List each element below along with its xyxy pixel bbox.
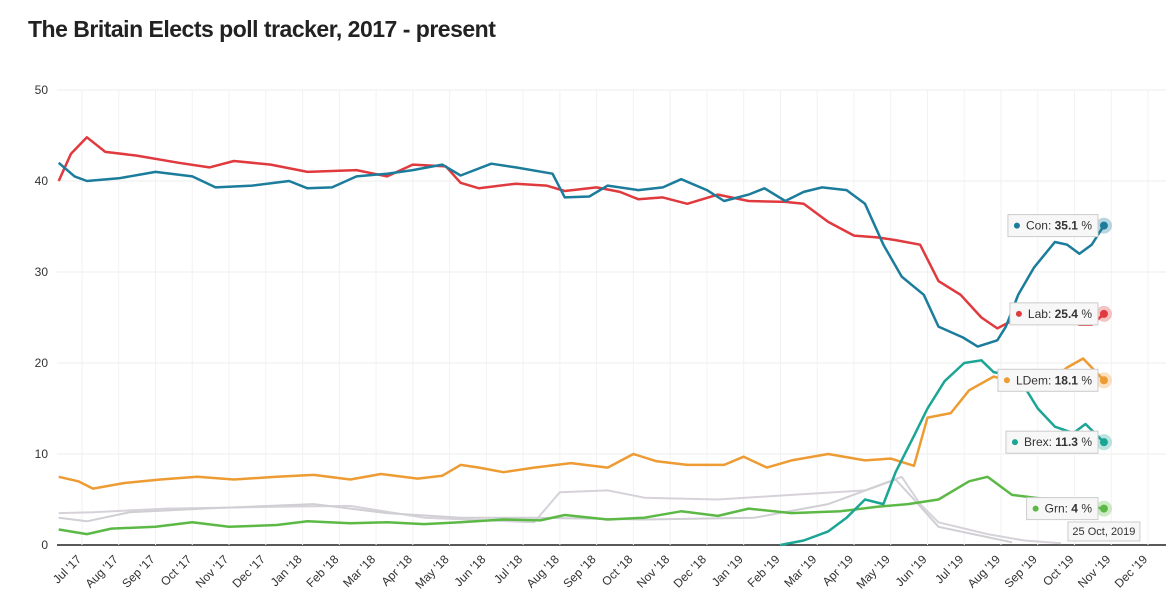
x-tick-label: Dec '18 xyxy=(671,552,710,591)
series-name: LDem: xyxy=(1016,373,1055,387)
x-tick-label: Jan '19 xyxy=(709,552,746,589)
x-tick-label: Apr '19 xyxy=(820,552,857,589)
x-tick-label: May '19 xyxy=(853,552,893,592)
y-tick-label: 20 xyxy=(35,356,49,370)
x-tick-label: Aug '18 xyxy=(524,552,563,591)
series-label-con: Con: 35.1 % xyxy=(1007,214,1099,238)
series-line-con xyxy=(57,161,1105,348)
series-label-grn: Grn: 4 % xyxy=(1026,497,1099,521)
svg-text:Lab: 25.4 %: Lab: 25.4 % xyxy=(1028,307,1092,321)
svg-text:LDem: 18.1 %: LDem: 18.1 % xyxy=(1016,373,1092,387)
series-line-grn xyxy=(58,475,1105,536)
series-line-lab xyxy=(57,136,1105,330)
series-name: Brex: xyxy=(1024,435,1055,449)
unit: % xyxy=(1078,219,1092,233)
series-label-lab: Lab: 25.4 % xyxy=(1009,302,1099,326)
label-box xyxy=(1009,302,1099,326)
legend-dot xyxy=(1015,310,1022,317)
x-tick-label: May '18 xyxy=(412,552,452,592)
x-tick-label: Oct '17 xyxy=(158,552,195,589)
legend-dot xyxy=(1013,222,1020,229)
x-tick-label: Nov '17 xyxy=(193,552,232,591)
series-value: 25.4 xyxy=(1055,307,1079,321)
series-line-other xyxy=(58,478,1013,544)
end-point[interactable] xyxy=(1099,376,1108,385)
x-tick-label: Oct '18 xyxy=(599,552,636,589)
x-tick-label: Aug '19 xyxy=(965,552,1004,591)
x-tick-label: Mar '18 xyxy=(340,552,378,590)
series-name: Lab: xyxy=(1028,307,1055,321)
end-point[interactable] xyxy=(1099,221,1108,230)
label-box xyxy=(997,368,1099,392)
unit: % xyxy=(1078,435,1092,449)
x-tick-label: Jun '18 xyxy=(451,552,488,589)
unit: % xyxy=(1078,502,1092,516)
end-point[interactable] xyxy=(1099,438,1108,447)
x-tick-label: Jun '19 xyxy=(893,552,930,589)
series-line-other xyxy=(58,475,1062,545)
series-value: 11.3 xyxy=(1055,435,1078,449)
unit: % xyxy=(1078,373,1092,387)
x-tick-label: Jul '18 xyxy=(491,552,525,586)
svg-text:Grn: 4 %: Grn: 4 % xyxy=(1045,502,1093,516)
x-tick-label: Dec '17 xyxy=(230,552,269,591)
x-tick-label: Jan '18 xyxy=(268,552,305,589)
end-point[interactable] xyxy=(1099,309,1108,318)
y-tick-label: 30 xyxy=(35,265,49,279)
label-box xyxy=(1026,497,1099,521)
chart-title: The Britain Elects poll tracker, 2017 - … xyxy=(28,16,496,42)
y-tick-label: 40 xyxy=(35,174,49,188)
y-tick-label: 0 xyxy=(41,538,48,552)
date-tooltip: 25 Oct, 2019 xyxy=(1067,521,1141,542)
x-tick-label: Apr '18 xyxy=(378,552,415,589)
x-tick-label: Jul '19 xyxy=(932,552,966,586)
series-name: Con: xyxy=(1026,219,1055,233)
x-tick-label: Sep '18 xyxy=(560,552,599,591)
series-value: 18.1 xyxy=(1055,373,1079,387)
series-label-ldem: LDem: 18.1 % xyxy=(997,368,1099,392)
x-tick-label: Feb '19 xyxy=(745,552,783,590)
x-tick-label: Aug '17 xyxy=(82,552,121,591)
label-box xyxy=(1007,214,1099,238)
series-value: 4 xyxy=(1071,502,1078,516)
x-tick-label: Nov '19 xyxy=(1075,552,1114,591)
series-line-brex xyxy=(780,359,1105,547)
legend-dot xyxy=(1011,439,1018,446)
end-point[interactable] xyxy=(1099,504,1108,513)
series-name: Grn: xyxy=(1045,502,1072,516)
svg-text:Con: 35.1 %: Con: 35.1 % xyxy=(1026,219,1092,233)
tooltip-date-text: 25 Oct, 2019 xyxy=(1072,526,1135,538)
x-tick-label: Sep '17 xyxy=(119,552,158,591)
series-label-brex: Brex: 11.3 % xyxy=(1005,430,1099,454)
x-tick-label: Dec '19 xyxy=(1112,552,1151,591)
series-line-ldem xyxy=(58,357,1105,490)
x-tick-label: Sep '19 xyxy=(1001,552,1040,591)
x-tick-label: Feb '18 xyxy=(304,552,342,590)
x-tick-label: Jul '17 xyxy=(50,552,84,586)
label-box xyxy=(1005,430,1099,454)
svg-text:Brex: 11.3 %: Brex: 11.3 % xyxy=(1024,435,1092,449)
series-value: 35.1 xyxy=(1055,219,1079,233)
y-tick-label: 50 xyxy=(35,83,49,97)
x-tick-label: Oct '19 xyxy=(1040,552,1077,589)
x-tick-label: Nov '18 xyxy=(634,552,673,591)
legend-dot xyxy=(1003,377,1010,384)
y-tick-label: 10 xyxy=(35,447,49,461)
unit: % xyxy=(1078,307,1092,321)
x-tick-label: Mar '19 xyxy=(781,552,819,590)
legend-dot xyxy=(1032,505,1039,512)
